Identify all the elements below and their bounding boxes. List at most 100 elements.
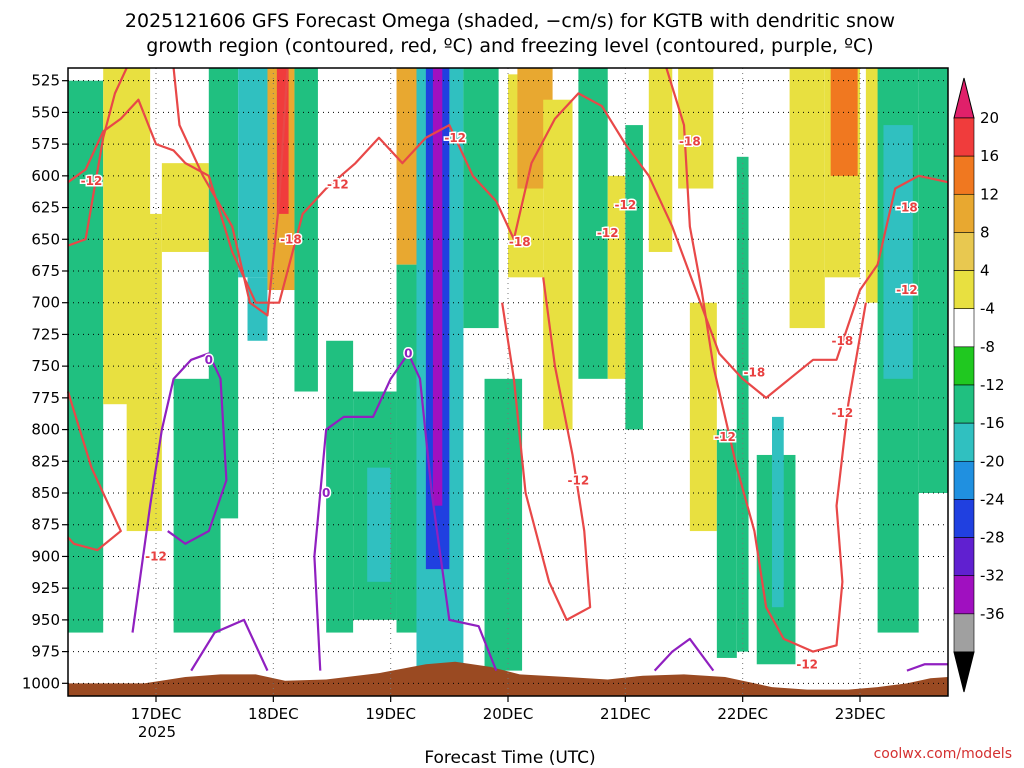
colorbar-label-8: -16 (980, 414, 1005, 432)
colorbar-segment-9 (953, 460, 975, 500)
freezing-level-contour-3 (313, 352, 498, 672)
omega-band-23 (543, 99, 573, 430)
chart-title-line-1: 2025121606 GFS Forecast Omega (shaded, −… (125, 10, 895, 32)
x-axis-title: Forecast Time (UTC) (424, 748, 595, 768)
grid-layer (68, 68, 948, 696)
contour-label-layer: -12 -12 -18 -12 -12 -18 -12 -12 -12 -18 -18 -12 -18 -… (79, 129, 919, 673)
omega-band-14 (396, 68, 420, 265)
colorbar-label-12: -32 (980, 567, 1005, 585)
freezing-level-contour-1 (131, 352, 228, 633)
contour-label-14: -12 (796, 657, 818, 671)
contour-label-19: 0 (404, 346, 412, 360)
contour-label-8: -12 (614, 198, 636, 212)
colorbar-segment-12 (953, 575, 975, 615)
omega-band-10 (294, 68, 318, 392)
colorbar-segment-2 (953, 193, 975, 233)
colorbar-label-0: 20 (980, 109, 999, 127)
colorbar-label-9: -20 (980, 452, 1005, 470)
contour-label-17: 0 (205, 353, 213, 367)
colorbar-segment-4 (953, 270, 975, 310)
x-tick-label-18DEC: 18DEC (248, 705, 299, 723)
omega-band-34 (789, 68, 825, 329)
y-tick-label-850: 850 (31, 484, 60, 502)
contour-label-16: -12 (896, 283, 918, 297)
y-tick-label-700: 700 (31, 294, 60, 312)
dendritic-contour-minus12 (67, 92, 949, 399)
contour-label-3: -12 (327, 178, 349, 192)
y-tick-label-1000: 1000 (22, 674, 60, 692)
y-tick-label-550: 550 (31, 103, 60, 121)
y-tick-label-900: 900 (31, 547, 60, 565)
y-tick-label-525: 525 (31, 72, 60, 90)
colorbar-label-13: -36 (980, 605, 1005, 623)
y-tick-label-600: 600 (31, 167, 60, 185)
chart-title-line-2: growth region (contoured, red, ºC) and f… (146, 35, 873, 57)
y-tick-label-925: 925 (31, 579, 60, 597)
omega-band-27 (648, 68, 673, 252)
omega-band-26 (625, 125, 643, 430)
colorbar-label-2: 12 (980, 185, 999, 203)
y-tick-label-650: 650 (31, 230, 60, 248)
contour-label-10: -18 (744, 365, 766, 379)
x-tick-label-21DEC: 21DEC (600, 705, 651, 723)
contour-label-18: 0 (322, 486, 330, 500)
contour-label-4: -12 (444, 131, 466, 145)
colorbar-label-5: -4 (980, 300, 995, 318)
contour-label-5: -18 (509, 235, 531, 249)
contour-label-7: -12 (568, 473, 590, 487)
plot-area (68, 68, 948, 696)
axis-layer: 525 550 575 600 625 650 675 700 725 750 775 800 825 8… (22, 67, 949, 723)
colorbar-label-10: -24 (980, 490, 1005, 508)
x-tick-label-19DEC: 19DEC (365, 705, 416, 723)
colorbar-label-11: -28 (980, 529, 1005, 547)
omega-band-31 (736, 156, 749, 652)
dendritic-contour-lower (66, 391, 122, 552)
colorbar-bottom-arrow (953, 651, 975, 693)
y-tick-label-750: 750 (31, 357, 60, 375)
freezing-level-contour-5 (906, 663, 948, 672)
contour-label-0: -12 (81, 174, 103, 188)
year-label: 2025 (138, 723, 176, 741)
omega-band-36 (830, 68, 858, 176)
omega-band-5 (208, 68, 239, 519)
y-tick-label-575: 575 (31, 135, 60, 153)
dendritic-contour-mid (501, 277, 592, 621)
omega-band-6 (238, 68, 271, 278)
contour-label-12: -18 (832, 334, 854, 348)
colorbar-segment-1 (953, 155, 975, 195)
omega-band-24 (578, 68, 608, 379)
y-tick-label-825: 825 (31, 452, 60, 470)
x-tick-label-23DEC: 23DEC (835, 705, 886, 723)
contour-label-15: -18 (896, 201, 918, 215)
y-tick-label-775: 775 (31, 389, 60, 407)
contour-label-11: -12 (714, 430, 736, 444)
colorbar-label-1: 16 (980, 147, 999, 165)
colorbar-label-7: -12 (980, 376, 1005, 394)
dendritic-contour-minus18-mid (172, 67, 289, 317)
contour-label-1: -12 (145, 549, 167, 563)
colorbar: 20 16 12 8 4 -4 -8 -12 -16 -20 -24 -28 -32 -36 (953, 77, 1005, 693)
omega-band-39 (883, 125, 913, 379)
y-tick-label-800: 800 (31, 421, 60, 439)
contour-layer (66, 67, 949, 672)
contour-label-13: -12 (832, 406, 854, 420)
omega-band-25 (607, 175, 626, 379)
colorbar-segment-6 (953, 346, 975, 386)
colorbar-segment-10 (953, 499, 975, 538)
site-credit: coolwx.com/models (874, 746, 1012, 762)
x-tick-label-20DEC: 20DEC (483, 705, 534, 723)
y-tick-label-675: 675 (31, 262, 60, 280)
colorbar-label-6: -8 (980, 338, 995, 356)
omega-band-11 (326, 340, 354, 633)
contour-label-2: -18 (280, 232, 302, 246)
omega-band-30 (716, 429, 737, 658)
omega-band-3 (161, 163, 209, 252)
colorbar-segment-5 (953, 308, 975, 348)
contour-label-9: -18 (679, 135, 701, 149)
y-tick-label-950: 950 (31, 611, 60, 629)
colorbar-segment-3 (953, 232, 975, 271)
y-tick-label-875: 875 (31, 516, 60, 534)
dendritic-contour-right (665, 67, 867, 653)
x-tick-label-17DEC: 17DEC (131, 705, 182, 723)
